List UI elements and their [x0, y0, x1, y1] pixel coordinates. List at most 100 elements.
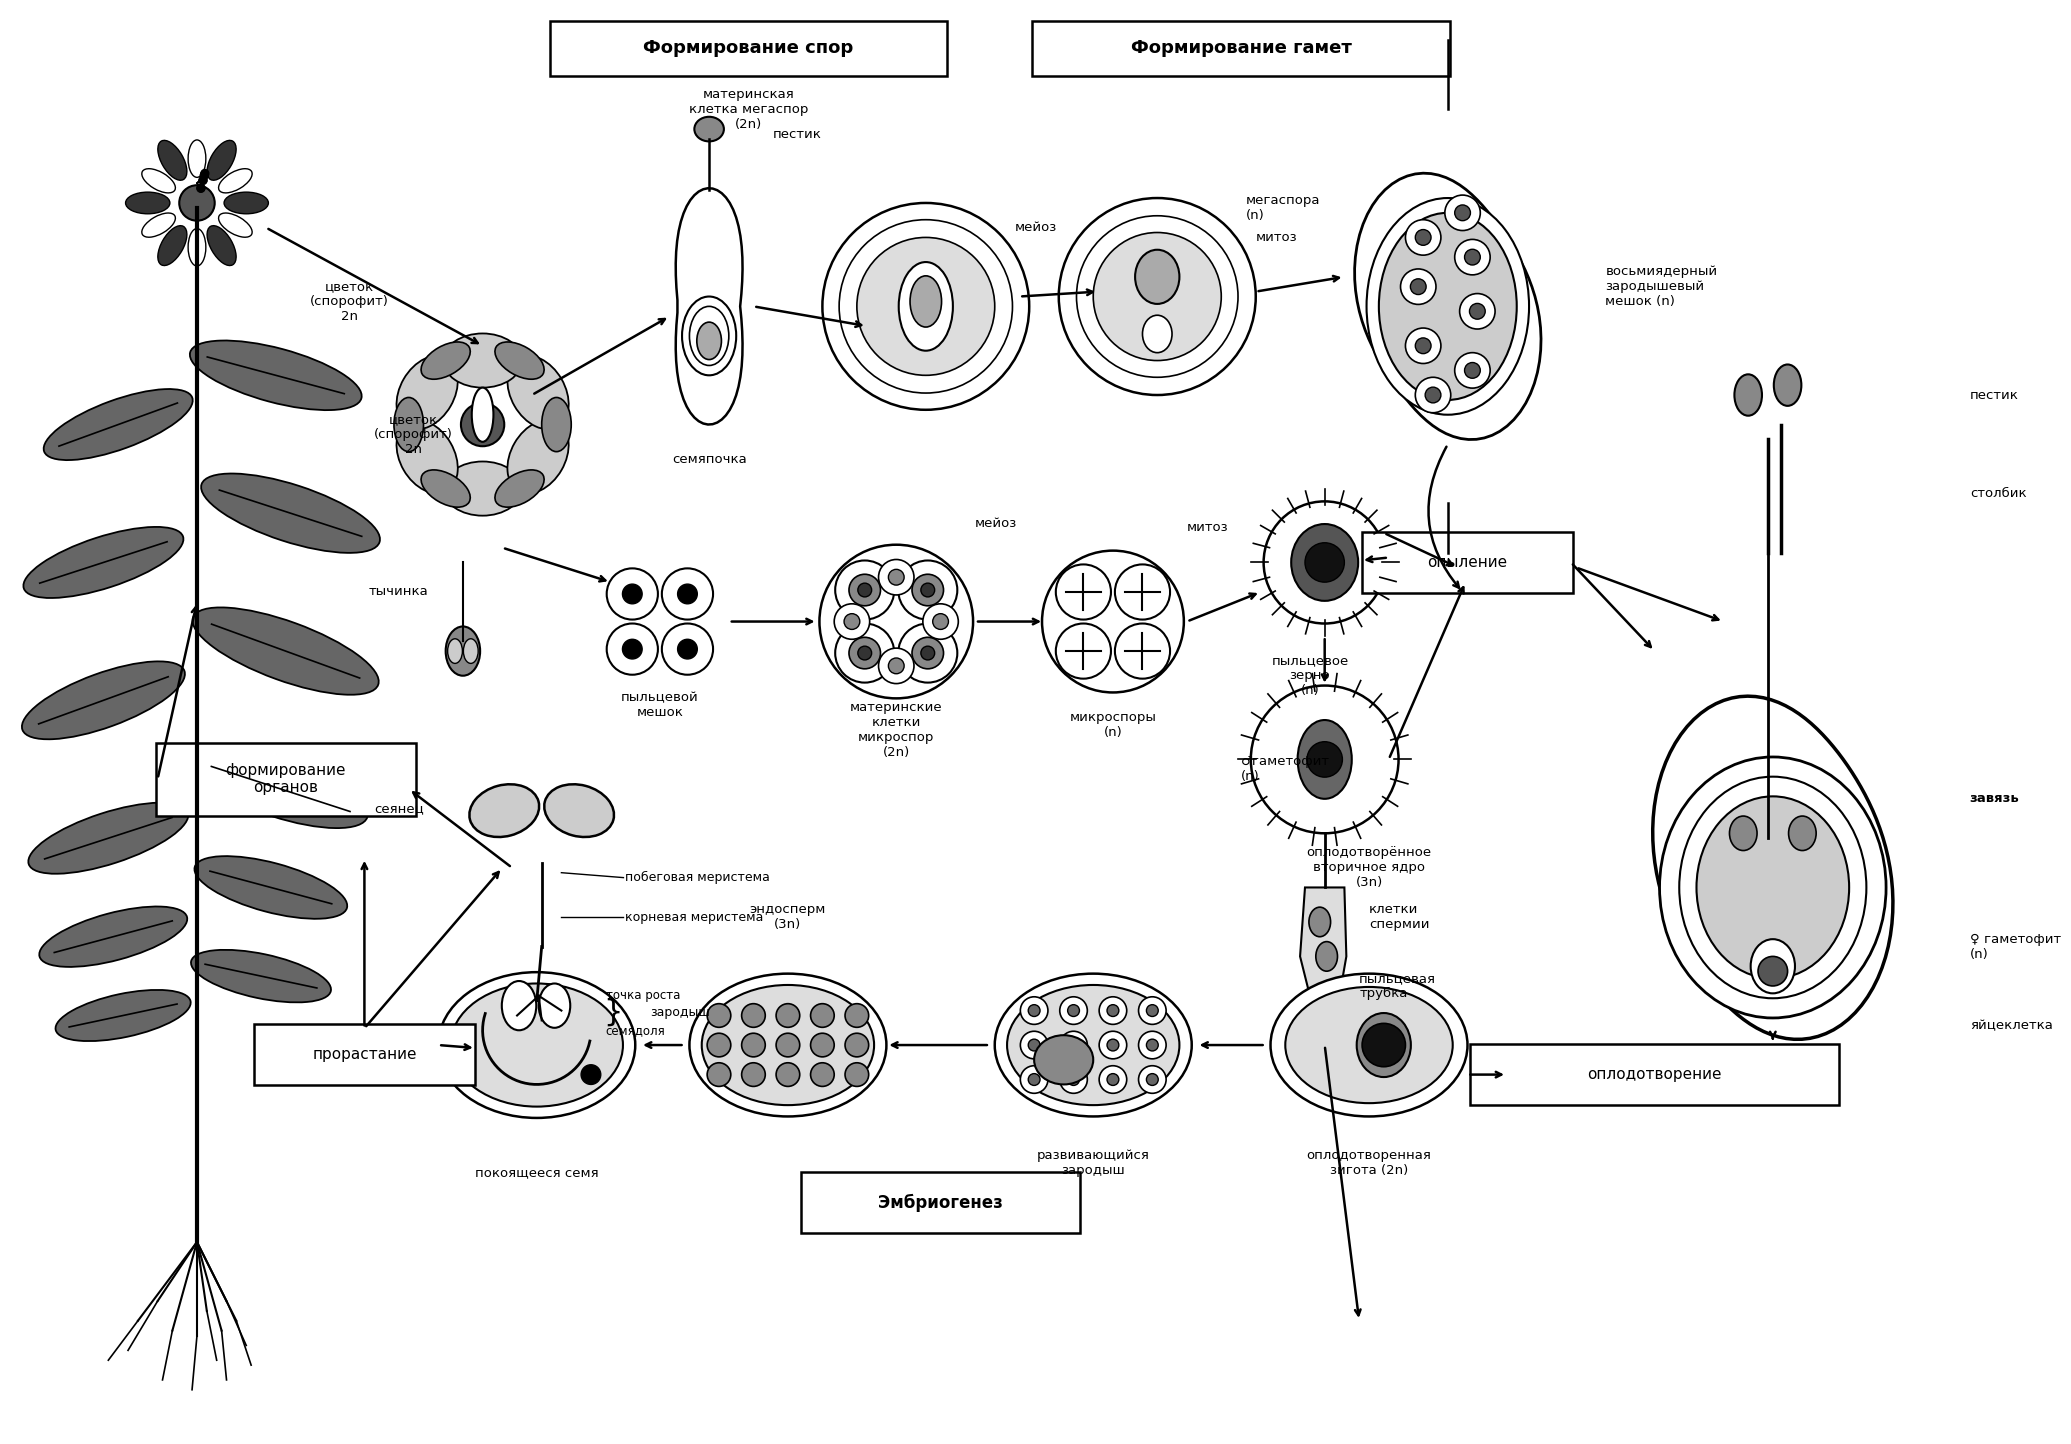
Circle shape [1139, 1031, 1166, 1058]
Polygon shape [1301, 888, 1346, 1025]
Circle shape [1414, 338, 1431, 354]
Circle shape [1251, 686, 1398, 833]
Circle shape [857, 645, 872, 660]
Ellipse shape [1143, 315, 1172, 352]
Circle shape [1464, 362, 1481, 378]
Circle shape [845, 1004, 868, 1027]
Circle shape [582, 1064, 601, 1084]
Text: материнские
клетки
микроспор
(2n): материнские клетки микроспор (2n) [849, 700, 942, 760]
Circle shape [1027, 1073, 1040, 1086]
Circle shape [1147, 1005, 1158, 1017]
Circle shape [1027, 1005, 1040, 1017]
Ellipse shape [1286, 986, 1452, 1103]
FancyBboxPatch shape [801, 1173, 1081, 1233]
Ellipse shape [538, 983, 570, 1028]
Circle shape [741, 1004, 766, 1027]
Circle shape [197, 185, 205, 192]
Ellipse shape [188, 228, 205, 266]
Ellipse shape [1680, 777, 1866, 998]
Circle shape [663, 569, 712, 619]
Ellipse shape [1033, 1035, 1093, 1084]
Text: цветок
(спорофит)
2n: цветок (спорофит) 2n [375, 413, 454, 456]
Circle shape [810, 1004, 835, 1027]
Circle shape [623, 585, 642, 604]
Ellipse shape [443, 462, 522, 516]
Text: митоз: митоз [1255, 231, 1296, 244]
Circle shape [822, 204, 1029, 410]
Text: оплодотворенная
зигота (2n): оплодотворенная зигота (2n) [1307, 1149, 1431, 1177]
Text: семядоля: семядоля [605, 1024, 665, 1037]
Circle shape [777, 1063, 799, 1086]
Ellipse shape [1696, 796, 1849, 979]
Circle shape [462, 403, 503, 446]
Circle shape [1446, 195, 1481, 231]
Circle shape [911, 575, 944, 606]
Circle shape [677, 640, 698, 658]
Ellipse shape [507, 420, 570, 494]
Text: Формирование спор: Формирование спор [644, 39, 853, 58]
Ellipse shape [899, 261, 953, 351]
Text: пестик: пестик [1970, 388, 2019, 401]
Text: зародыш: зародыш [650, 1006, 710, 1019]
Text: оплодотворение: оплодотворение [1586, 1067, 1721, 1082]
Circle shape [839, 219, 1013, 393]
Text: клетки
спермии: клетки спермии [1369, 902, 1429, 931]
Circle shape [180, 185, 215, 221]
Circle shape [706, 1004, 731, 1027]
Circle shape [922, 583, 934, 596]
Circle shape [1414, 377, 1452, 413]
FancyBboxPatch shape [155, 742, 416, 816]
Ellipse shape [420, 469, 470, 507]
Ellipse shape [445, 627, 480, 676]
Circle shape [1470, 303, 1485, 319]
Circle shape [922, 645, 934, 660]
Circle shape [1454, 352, 1491, 388]
Ellipse shape [1270, 973, 1468, 1116]
Ellipse shape [543, 397, 572, 452]
Text: мегаспора
(n): мегаспора (n) [1247, 193, 1321, 222]
Text: столбик: столбик [1970, 487, 2025, 500]
Circle shape [1460, 293, 1495, 329]
Text: мейоз: мейоз [1015, 221, 1056, 234]
Text: митоз: митоз [1187, 521, 1228, 534]
Circle shape [1058, 198, 1255, 396]
Ellipse shape [157, 140, 186, 180]
Ellipse shape [195, 856, 348, 918]
Text: мейоз: мейоз [975, 517, 1017, 530]
Ellipse shape [29, 803, 188, 874]
Circle shape [857, 237, 994, 375]
Circle shape [849, 637, 880, 669]
Circle shape [1114, 624, 1170, 679]
Circle shape [878, 648, 913, 683]
Ellipse shape [1659, 757, 1887, 1018]
Ellipse shape [1367, 198, 1528, 414]
Circle shape [1060, 1031, 1087, 1058]
Circle shape [623, 640, 642, 658]
Text: покоящееся семя: покоящееся семя [474, 1167, 599, 1180]
Circle shape [878, 559, 913, 595]
Ellipse shape [702, 985, 874, 1105]
Circle shape [911, 637, 944, 669]
Circle shape [1464, 250, 1481, 266]
Polygon shape [1354, 173, 1541, 439]
Text: восьмиядерный
зародышевый
мешок (n): восьмиядерный зародышевый мешок (n) [1605, 266, 1717, 308]
Circle shape [1100, 1066, 1127, 1093]
Ellipse shape [464, 638, 478, 663]
Ellipse shape [207, 140, 236, 180]
Ellipse shape [220, 214, 253, 237]
Circle shape [1069, 1073, 1079, 1086]
Circle shape [1108, 1073, 1118, 1086]
Circle shape [857, 583, 872, 596]
Ellipse shape [39, 907, 186, 967]
Circle shape [1363, 1024, 1406, 1067]
Circle shape [1414, 230, 1431, 245]
Ellipse shape [696, 322, 721, 360]
Circle shape [1147, 1073, 1158, 1086]
Circle shape [777, 1034, 799, 1057]
Circle shape [899, 624, 957, 683]
Ellipse shape [141, 169, 176, 193]
Polygon shape [675, 188, 743, 425]
Ellipse shape [1135, 250, 1178, 303]
Ellipse shape [1729, 816, 1756, 851]
Circle shape [706, 1034, 731, 1057]
